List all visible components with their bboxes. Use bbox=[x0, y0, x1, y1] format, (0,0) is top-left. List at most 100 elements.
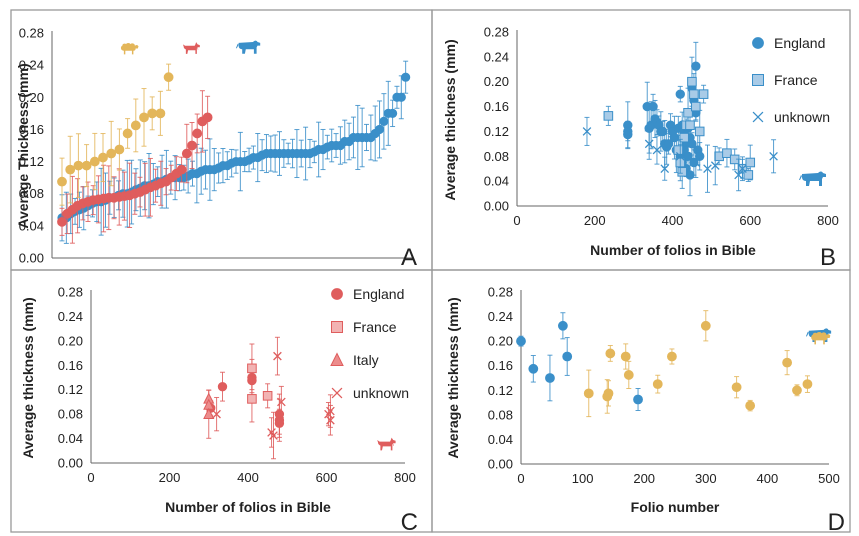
data-point bbox=[669, 132, 680, 143]
data-point bbox=[673, 145, 684, 155]
data-point bbox=[212, 409, 221, 419]
data-point bbox=[667, 351, 677, 362]
cow-icon bbox=[799, 171, 826, 186]
y-tick-label: 0.16 bbox=[58, 358, 83, 373]
data-point bbox=[326, 406, 335, 416]
data-point bbox=[516, 336, 526, 347]
y-tick-label: 0.08 bbox=[488, 407, 513, 422]
data-point bbox=[192, 128, 203, 139]
panel-letter: D bbox=[828, 509, 845, 536]
data-point bbox=[652, 379, 663, 390]
series-sheep bbox=[583, 310, 813, 418]
y-axis-label: Average thickness (mm) bbox=[20, 297, 36, 458]
data-point bbox=[106, 148, 117, 159]
data-point bbox=[57, 176, 67, 187]
legend-marker bbox=[752, 37, 764, 49]
x-tick-label: 400 bbox=[662, 213, 684, 228]
x-tick-label: 600 bbox=[316, 470, 338, 485]
data-point bbox=[648, 101, 658, 112]
series-unknown bbox=[582, 116, 778, 193]
y-tick-label: 0.16 bbox=[488, 358, 513, 373]
data-point bbox=[181, 148, 192, 159]
y-tick-label: 0.12 bbox=[58, 382, 83, 397]
data-point bbox=[660, 164, 670, 174]
data-point bbox=[633, 394, 643, 405]
data-point bbox=[122, 128, 133, 139]
legend-label: England bbox=[353, 286, 404, 302]
data-point bbox=[73, 160, 84, 171]
panel-letter: A bbox=[401, 244, 417, 271]
legend-marker bbox=[752, 74, 764, 86]
data-point bbox=[114, 144, 125, 155]
data-point bbox=[147, 108, 158, 119]
data-point bbox=[262, 391, 273, 401]
data-point bbox=[247, 363, 257, 374]
x-tick-label: 0 bbox=[517, 471, 524, 486]
y-tick-label: 0.08 bbox=[19, 186, 44, 201]
data-point bbox=[679, 132, 689, 143]
data-point bbox=[247, 394, 257, 404]
series-france bbox=[247, 343, 273, 423]
goat-icon bbox=[377, 437, 396, 451]
panel-letter: C bbox=[401, 509, 418, 536]
data-point bbox=[710, 161, 720, 170]
data-point bbox=[163, 72, 174, 83]
y-tick-label: 0.20 bbox=[58, 333, 83, 348]
data-point bbox=[176, 164, 187, 175]
data-point bbox=[802, 379, 813, 390]
x-tick-label: 400 bbox=[237, 470, 259, 485]
y-tick-label: 0.08 bbox=[58, 407, 83, 422]
data-point bbox=[663, 139, 674, 149]
data-point bbox=[202, 112, 213, 123]
data-point bbox=[605, 348, 616, 359]
x-tick-label: 0 bbox=[513, 213, 520, 228]
legend-label: unknown bbox=[353, 385, 409, 401]
legend-marker bbox=[331, 288, 343, 300]
data-point bbox=[623, 370, 634, 380]
data-point bbox=[396, 92, 406, 102]
data-point bbox=[583, 388, 594, 399]
data-point bbox=[603, 111, 614, 121]
y-tick-label: 0.20 bbox=[488, 334, 513, 349]
series-cow bbox=[57, 60, 411, 244]
data-point bbox=[401, 72, 411, 82]
data-point bbox=[687, 76, 697, 87]
data-point bbox=[582, 127, 592, 136]
panel-letter: B bbox=[820, 244, 836, 271]
data-point bbox=[691, 101, 701, 112]
data-point bbox=[677, 167, 688, 177]
legend-marker bbox=[752, 111, 764, 123]
data-point bbox=[187, 140, 197, 151]
panel-d: 0.00 0.04 0.08 0.12 0.16 0.20 0.24 0.28 Average … bbox=[445, 285, 845, 536]
y-tick-label: 0.12 bbox=[488, 383, 513, 398]
data-point bbox=[557, 320, 568, 331]
x-tick-label: 400 bbox=[757, 471, 779, 486]
data-point bbox=[745, 400, 756, 411]
data-point bbox=[689, 89, 699, 99]
y-axis-label: Average Thickness (mm) bbox=[15, 63, 31, 228]
data-point bbox=[139, 112, 149, 123]
data-point bbox=[623, 126, 633, 137]
data-point bbox=[731, 382, 742, 393]
y-tick-label: 0.28 bbox=[19, 26, 44, 41]
data-point bbox=[277, 397, 286, 407]
data-point bbox=[698, 89, 709, 99]
data-point bbox=[644, 139, 654, 149]
goat-icon bbox=[182, 42, 200, 54]
x-tick-label: 800 bbox=[817, 213, 839, 228]
data-point bbox=[792, 385, 802, 396]
data-point bbox=[562, 351, 573, 362]
data-point bbox=[603, 388, 614, 399]
x-tick-label: 500 bbox=[818, 471, 840, 486]
data-point bbox=[274, 418, 285, 429]
x-axis-label: Folio number bbox=[631, 499, 720, 515]
series-france bbox=[603, 56, 756, 189]
y-tick-label: 0.04 bbox=[484, 174, 509, 189]
x-tick-label: 200 bbox=[633, 471, 655, 486]
panel-b: 0.00 0.04 0.08 0.12 0.16 0.20 0.24 0.28 Average … bbox=[442, 25, 839, 272]
data-point bbox=[703, 164, 712, 174]
y-tick-label: 0.16 bbox=[19, 122, 44, 137]
y-tick-label: 0.12 bbox=[484, 124, 509, 139]
y-axis-label: Average thickness (mm) bbox=[445, 297, 461, 458]
